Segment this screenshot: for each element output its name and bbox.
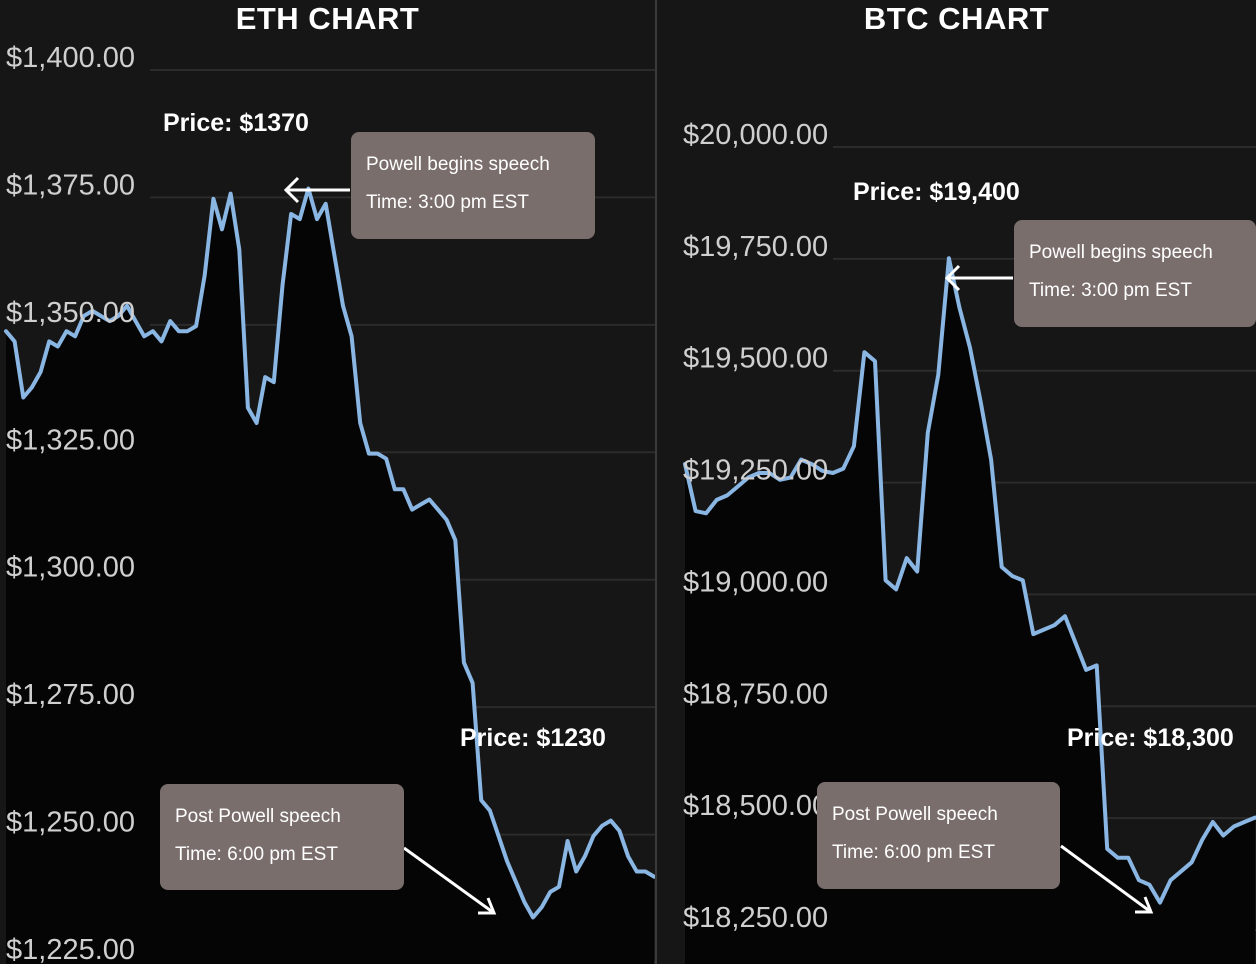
- btc-y-tick-label: $19,500.00: [683, 343, 828, 375]
- btc-peak-price-label: Price: $19,400: [853, 178, 1020, 206]
- btc-y-tick-label: $18,250.00: [683, 902, 828, 934]
- eth-chart-panel: $1,400.00 $1,375.00 $1,350.00 $1,325.00 $1,3…: [4, 1, 655, 964]
- btc-post-speech-time: Time: 6:00 pm EST: [832, 842, 995, 863]
- eth-peak-arrow: [283, 176, 350, 204]
- btc-peak-arrow: [944, 264, 1013, 292]
- eth-price-area: [6, 188, 654, 964]
- eth-y-tick-label: $1,300.00: [6, 552, 135, 584]
- btc-post-speech-event: Post Powell speech: [832, 804, 998, 825]
- btc-y-tick-label: $18,750.00: [683, 678, 828, 710]
- btc-post-speech-box: Post Powell speech Time: 6:00 pm EST: [817, 782, 1060, 889]
- eth-speech-start-event: Powell begins speech: [366, 154, 550, 175]
- eth-y-tick-label: $1,275.00: [6, 679, 135, 711]
- eth-y-tick-label: $1,400.00: [6, 42, 135, 74]
- eth-y-tick-label: $1,375.00: [6, 169, 135, 201]
- btc-price-line: [683, 256, 1256, 905]
- btc-y-tick-label: $19,750.00: [683, 231, 828, 263]
- eth-speech-start-time: Time: 3:00 pm EST: [366, 192, 529, 213]
- eth-chart-title: ETH CHART: [235, 1, 420, 36]
- eth-post-speech-time: Time: 6:00 pm EST: [175, 844, 338, 865]
- eth-y-tick-label: $1,350.00: [6, 297, 135, 329]
- btc-chart-panel: $20,000.00 $19,750.00 $19,500.00 $19,250.00…: [657, 0, 1256, 964]
- btc-speech-start-box: Powell begins speech Time: 3:00 pm EST: [1014, 220, 1256, 327]
- eth-low-arrow: [403, 846, 497, 915]
- btc-low-arrow: [1060, 844, 1154, 914]
- btc-speech-start-time: Time: 3:00 pm EST: [1029, 280, 1192, 301]
- eth-y-tick-label: $1,250.00: [6, 807, 135, 839]
- btc-y-tick-label: $19,000.00: [683, 566, 828, 598]
- btc-low-price-label: Price: $18,300: [1067, 724, 1234, 752]
- eth-chart-plot: $1,400.00 $1,375.00 $1,350.00 $1,325.00 $1,3…: [4, 42, 655, 964]
- eth-post-speech-box: Post Powell speech Time: 6:00 pm EST: [160, 784, 404, 890]
- eth-y-tick-label: $1,325.00: [6, 424, 135, 456]
- btc-chart-title: BTC CHART: [863, 1, 1050, 36]
- eth-y-tick-label: $1,225.00: [6, 934, 135, 964]
- btc-y-tick-label: $19,250.00: [683, 455, 828, 487]
- btc-speech-start-event: Powell begins speech: [1029, 242, 1213, 263]
- eth-low-price-label: Price: $1230: [460, 724, 606, 752]
- eth-peak-price-label: Price: $1370: [163, 109, 309, 137]
- btc-y-tick-label: $20,000.00: [683, 119, 828, 151]
- btc-y-tick-label: $18,500.00: [683, 790, 828, 822]
- eth-price-line: [4, 186, 655, 920]
- panel-divider: [655, 0, 657, 964]
- eth-post-speech-event: Post Powell speech: [175, 806, 341, 827]
- eth-speech-start-box: Powell begins speech Time: 3:00 pm EST: [351, 132, 595, 239]
